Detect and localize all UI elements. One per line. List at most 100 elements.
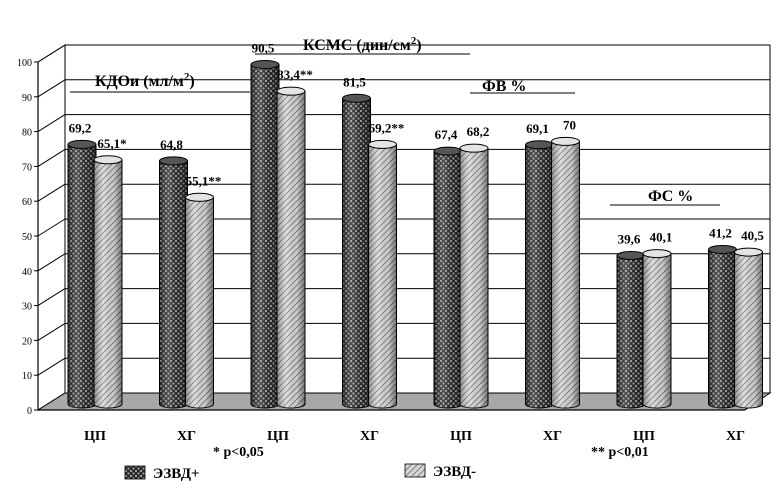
annotation-layer: КДОи (мл/м2) КСМС (дин/см2) ФВ % ФС % * p<0,… bbox=[70, 35, 720, 460]
bar-shading bbox=[708, 249, 737, 408]
bar-layer bbox=[67, 60, 763, 409]
bar-shading bbox=[277, 91, 305, 409]
legend: ЭЗВД+ ЭЗВД- bbox=[124, 463, 476, 482]
label-layer: 69,2 65,1* ЦП 64,8 55,1** ХГ 90,583,4** ЦП 81,5 6… bbox=[69, 41, 765, 445]
bar-shading bbox=[342, 98, 371, 409]
data-label: 81,5 bbox=[343, 74, 366, 89]
bar-top bbox=[250, 60, 280, 69]
bar bbox=[342, 93, 371, 409]
bar bbox=[708, 244, 737, 409]
data-label: 69,1 bbox=[526, 121, 549, 136]
data-label: 41,2 bbox=[709, 225, 732, 240]
gridline-side bbox=[37, 148, 66, 167]
bar bbox=[551, 136, 580, 409]
data-label: 40,1 bbox=[650, 230, 673, 245]
bar bbox=[93, 155, 123, 409]
bar bbox=[276, 86, 306, 409]
x-tick-label: ХГ bbox=[360, 429, 379, 444]
bar-shading bbox=[643, 253, 671, 408]
x-tick-label: ЦП bbox=[633, 429, 655, 444]
y-tick-label: 30 bbox=[22, 302, 32, 313]
data-label: 70 bbox=[563, 117, 576, 132]
y-tick-label: 90 bbox=[22, 93, 32, 104]
y-tick-label: 20 bbox=[22, 336, 32, 347]
gridline-side bbox=[37, 79, 66, 98]
bar bbox=[616, 250, 646, 409]
bar bbox=[368, 139, 397, 409]
floor-layer bbox=[36, 392, 772, 411]
gridline-side bbox=[37, 357, 66, 376]
bar-shading bbox=[251, 64, 279, 408]
bar-shading bbox=[525, 144, 554, 409]
gridline-side bbox=[37, 253, 66, 272]
bar bbox=[525, 140, 554, 409]
axis-layer: 0 10 20 30 40 50 60 70 80 90 100 bbox=[17, 58, 39, 417]
bar-shading bbox=[617, 255, 645, 408]
x-tick-label: ЦП bbox=[267, 429, 289, 444]
bar bbox=[433, 146, 463, 409]
data-label: 90,5 bbox=[252, 41, 275, 56]
bar-shading bbox=[551, 141, 580, 408]
gridline-side bbox=[37, 288, 66, 307]
group-title: ФС % bbox=[648, 188, 693, 205]
bar-shading bbox=[460, 148, 488, 408]
bar bbox=[159, 156, 188, 409]
y-tick-label: 80 bbox=[22, 128, 32, 139]
y-tick-label: 70 bbox=[22, 162, 32, 173]
bar bbox=[642, 249, 672, 409]
y-tick-label: 10 bbox=[22, 371, 32, 382]
y-tick-label: 0 bbox=[27, 406, 32, 417]
legend-label: ЭЗВД- bbox=[433, 464, 476, 480]
x-tick-label: ЦП bbox=[450, 429, 472, 444]
bar-top bbox=[342, 93, 371, 103]
bar bbox=[734, 247, 763, 409]
data-label: 64,8 bbox=[160, 137, 183, 152]
y-tick-label: 40 bbox=[22, 267, 32, 278]
gridline-side bbox=[37, 183, 66, 202]
bar-shading bbox=[68, 144, 96, 408]
bar-shading bbox=[434, 151, 462, 408]
gridline-side bbox=[37, 44, 66, 63]
bar bbox=[459, 143, 489, 409]
y-tick-label: 50 bbox=[22, 232, 32, 243]
bar-shading bbox=[368, 144, 397, 408]
data-label: 65,1* bbox=[97, 136, 126, 151]
significance-note: ** p<0,01 bbox=[591, 445, 649, 460]
bar bbox=[250, 60, 280, 409]
bar-top bbox=[93, 155, 123, 165]
bar bbox=[185, 192, 214, 409]
data-label: 68,2 bbox=[467, 124, 490, 139]
bar-top bbox=[525, 140, 554, 150]
bar-top bbox=[185, 192, 214, 202]
data-label: 67,4 bbox=[435, 127, 458, 142]
group-title: ФВ % bbox=[482, 78, 526, 95]
data-label: 69,2** bbox=[369, 120, 405, 135]
bar-top bbox=[459, 143, 489, 153]
bar-shading bbox=[159, 160, 188, 408]
bar-top bbox=[67, 139, 97, 149]
data-label: 40,5 bbox=[741, 228, 764, 243]
legend-swatch bbox=[124, 465, 146, 480]
x-tick-label: ХГ bbox=[726, 429, 745, 444]
bar-top bbox=[368, 139, 397, 149]
bar-shading bbox=[94, 159, 122, 408]
x-tick-label: ХГ bbox=[543, 429, 562, 444]
bar-shading bbox=[734, 252, 763, 408]
gridline-side bbox=[37, 114, 66, 133]
bar-top bbox=[276, 86, 306, 96]
y-tick-label: 60 bbox=[22, 197, 32, 208]
y-tick-label: 100 bbox=[17, 58, 32, 69]
bar-top bbox=[616, 250, 646, 260]
bar-top bbox=[433, 146, 463, 156]
data-label: 69,2 bbox=[69, 120, 92, 135]
legend-label: ЭЗВД+ bbox=[153, 466, 200, 482]
data-label: 39,6 bbox=[618, 231, 641, 246]
significance-note: * p<0,05 bbox=[213, 445, 264, 460]
group-title: КДОи (мл/м2) bbox=[95, 71, 195, 90]
bar-top bbox=[708, 244, 737, 254]
gridline-side bbox=[37, 218, 66, 237]
x-tick-label: ЦП bbox=[84, 429, 106, 444]
group-title: КСМС (дин/см2) bbox=[303, 35, 422, 54]
bar bbox=[67, 139, 97, 409]
